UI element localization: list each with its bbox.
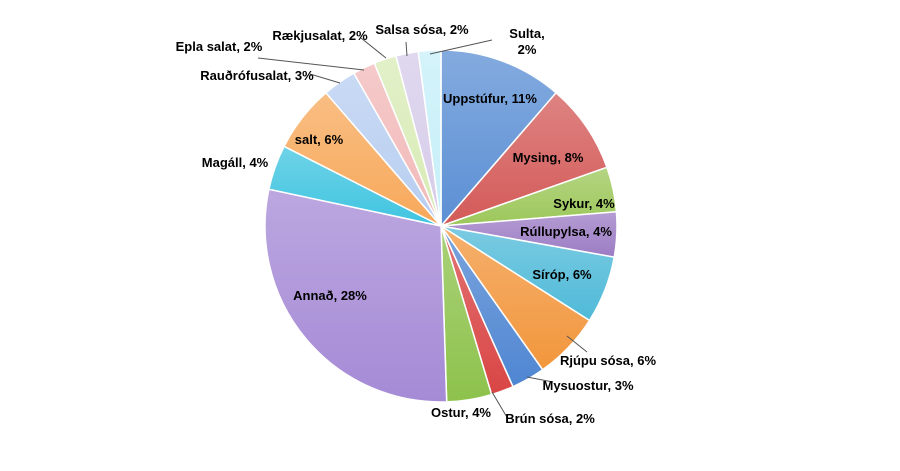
leader-line [405, 41, 408, 57]
slice-label: Sykur, 4% [553, 196, 615, 211]
slice-labels: Uppstúfur, 11% Mysing, 8% Sykur, 4% Rúllupy… [176, 22, 657, 426]
slice-label: Síróp, 6% [532, 267, 592, 282]
leader-line [360, 37, 387, 59]
slice-label: Uppstúfur, 11% [443, 91, 537, 106]
leader-line [429, 39, 493, 55]
leader-line [491, 391, 509, 420]
slice-label: Rækjusalat, 2% [272, 28, 368, 43]
leader-lines [257, 37, 588, 420]
slice-label: Brún sósa, 2% [505, 411, 595, 426]
slice-label: Sulta, 2% [509, 26, 544, 57]
slice-label: Rjúpu sósa, 6% [560, 353, 657, 368]
slice-label: Rauðrófusalat, 3% [200, 68, 314, 83]
slice-label: Salsa sósa, 2% [375, 22, 469, 37]
pie-slice-sulta [417, 49, 442, 227]
slice-label: Rúllupylsa, 4% [520, 224, 612, 239]
slice-label: Epla salat, 2% [176, 39, 263, 54]
slice-label: Mysing, 8% [513, 150, 584, 165]
slice-label: Magáll, 4% [202, 155, 269, 170]
pie-slices [264, 49, 618, 403]
slice-label: salt, 6% [295, 132, 344, 147]
pie-slice-annað [264, 188, 448, 403]
leader-line [566, 335, 588, 353]
slice-label: Annað, 28% [293, 288, 367, 303]
leader-line [257, 57, 365, 71]
pie-slice-mysing [438, 91, 608, 228]
slice-label: Mysuostur, 3% [542, 378, 633, 393]
leader-line [526, 376, 554, 383]
leader-line [309, 73, 341, 84]
slice-label: Ostur, 4% [431, 405, 491, 420]
